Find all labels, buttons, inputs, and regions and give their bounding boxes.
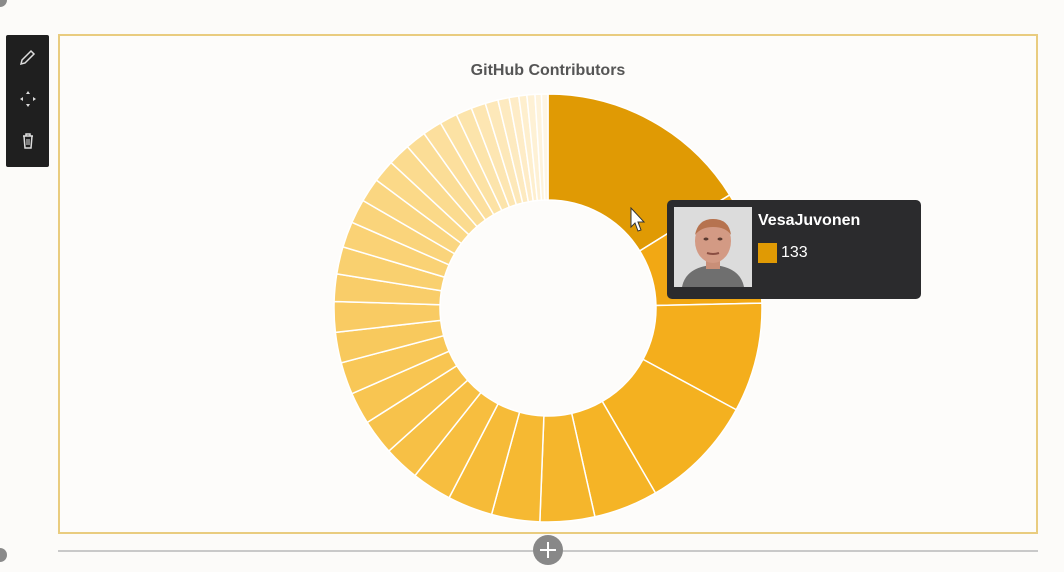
mouse-cursor-icon bbox=[630, 207, 646, 232]
pencil-icon bbox=[19, 49, 35, 66]
add-webpart-button[interactable] bbox=[533, 535, 563, 565]
contributor-tooltip: VesaJuvonen 133 bbox=[667, 200, 921, 299]
edit-button[interactable] bbox=[13, 41, 43, 73]
edge-handle-bottom bbox=[0, 548, 7, 562]
contributor-avatar bbox=[674, 207, 752, 287]
donut-slice[interactable] bbox=[540, 93, 549, 201]
delete-button[interactable] bbox=[13, 125, 43, 157]
tooltip-value: 133 bbox=[781, 244, 808, 261]
tooltip-name: VesaJuvonen bbox=[758, 212, 861, 229]
trash-icon bbox=[22, 133, 33, 149]
tooltip-swatch bbox=[758, 243, 777, 263]
webpart-toolbar bbox=[6, 35, 49, 167]
edge-handle-top bbox=[0, 0, 7, 7]
chart-title: GitHub Contributors bbox=[470, 62, 626, 79]
